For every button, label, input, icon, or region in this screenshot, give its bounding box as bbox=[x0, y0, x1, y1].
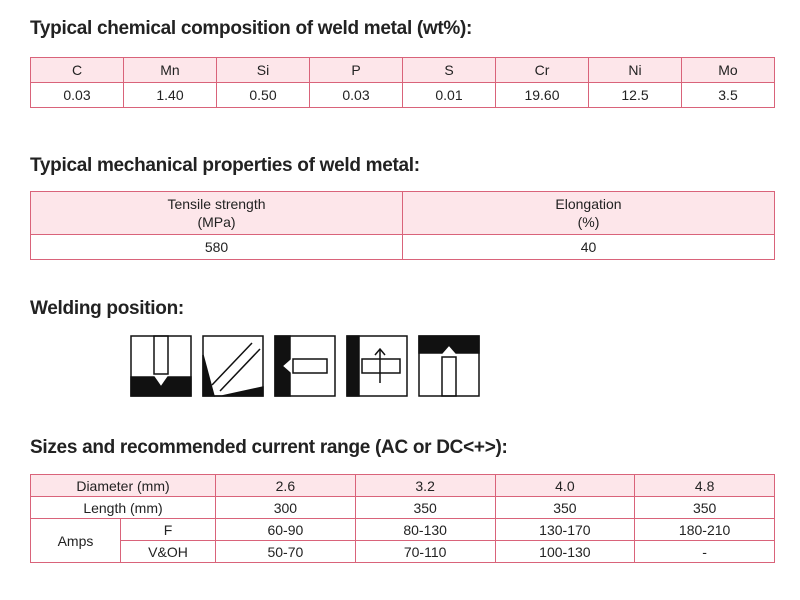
header-cell: P bbox=[309, 57, 403, 83]
header-cell: Elongation (%) bbox=[402, 191, 775, 235]
sizes-table: Diameter (mm) 2.6 3.2 4.0 4.8 Length (mm) 300… bbox=[30, 474, 775, 563]
header-text: Elongation bbox=[555, 196, 622, 212]
header-text: (%) bbox=[577, 214, 600, 230]
icon-vertical-up bbox=[346, 335, 408, 397]
value-cell: 350 bbox=[354, 496, 496, 519]
section-title: Sizes and recommended current range (AC … bbox=[30, 437, 508, 458]
value-cell: 60-90 bbox=[215, 518, 356, 541]
section-title: Typical mechanical properties of weld me… bbox=[30, 155, 420, 176]
value-cell: 0.03 bbox=[309, 82, 403, 108]
header-cell: Cr bbox=[495, 57, 589, 83]
icon-flat bbox=[130, 335, 192, 397]
icon-vertical bbox=[274, 335, 336, 397]
row-label: Length (mm) bbox=[30, 496, 216, 519]
row-label: Diameter (mm) bbox=[30, 474, 216, 497]
value-cell: 70-110 bbox=[354, 540, 496, 563]
value-cell: 3.5 bbox=[681, 82, 775, 108]
value-cell: 350 bbox=[494, 496, 636, 519]
value-cell: 50-70 bbox=[215, 540, 356, 563]
header-cell: 4.8 bbox=[634, 474, 775, 497]
header-cell: 2.6 bbox=[215, 474, 356, 497]
header-text: Tensile strength bbox=[167, 196, 266, 212]
row-label: V&OH bbox=[120, 540, 216, 563]
header-cell: Tensile strength (MPa) bbox=[30, 191, 403, 235]
value-cell: 1.40 bbox=[123, 82, 217, 108]
value-cell: 0.50 bbox=[216, 82, 310, 108]
mechanical-table: Tensile strength (MPa) Elongation (%) 580 … bbox=[30, 191, 775, 260]
value-cell: 180-210 bbox=[634, 518, 775, 541]
section-title: Typical chemical composition of weld met… bbox=[30, 18, 473, 39]
header-cell: Si bbox=[216, 57, 310, 83]
value-cell: 300 bbox=[215, 496, 356, 519]
value-cell: 0.01 bbox=[402, 82, 496, 108]
header-cell: 3.2 bbox=[354, 474, 496, 497]
position-icons bbox=[130, 335, 480, 397]
header-cell: Ni bbox=[588, 57, 682, 83]
header-text: (MPa) bbox=[197, 214, 236, 230]
composition-table: C Mn Si P S Cr Ni Mo 0.03 1.40 0.50 0.03 0.01 19.60 1… bbox=[30, 57, 775, 108]
value-cell: 350 bbox=[634, 496, 775, 519]
value-cell: 0.03 bbox=[30, 82, 124, 108]
header-cell: 4.0 bbox=[494, 474, 636, 497]
value-cell: 580 bbox=[30, 234, 403, 260]
icon-overhead bbox=[418, 335, 480, 397]
section-title: Welding position: bbox=[30, 298, 184, 319]
value-cell: 40 bbox=[402, 234, 775, 260]
value-cell: 19.60 bbox=[495, 82, 589, 108]
header-cell: C bbox=[30, 57, 124, 83]
value-cell: 12.5 bbox=[588, 82, 682, 108]
header-cell: Mo bbox=[681, 57, 775, 83]
value-cell: 130-170 bbox=[494, 518, 636, 541]
row-label: Amps bbox=[30, 518, 121, 563]
header-cell: Mn bbox=[123, 57, 217, 83]
header-cell: S bbox=[402, 57, 496, 83]
value-cell: - bbox=[634, 540, 775, 563]
row-label: F bbox=[120, 518, 216, 541]
value-cell: 80-130 bbox=[354, 518, 496, 541]
value-cell: 100-130 bbox=[494, 540, 636, 563]
icon-horizontal bbox=[202, 335, 264, 397]
